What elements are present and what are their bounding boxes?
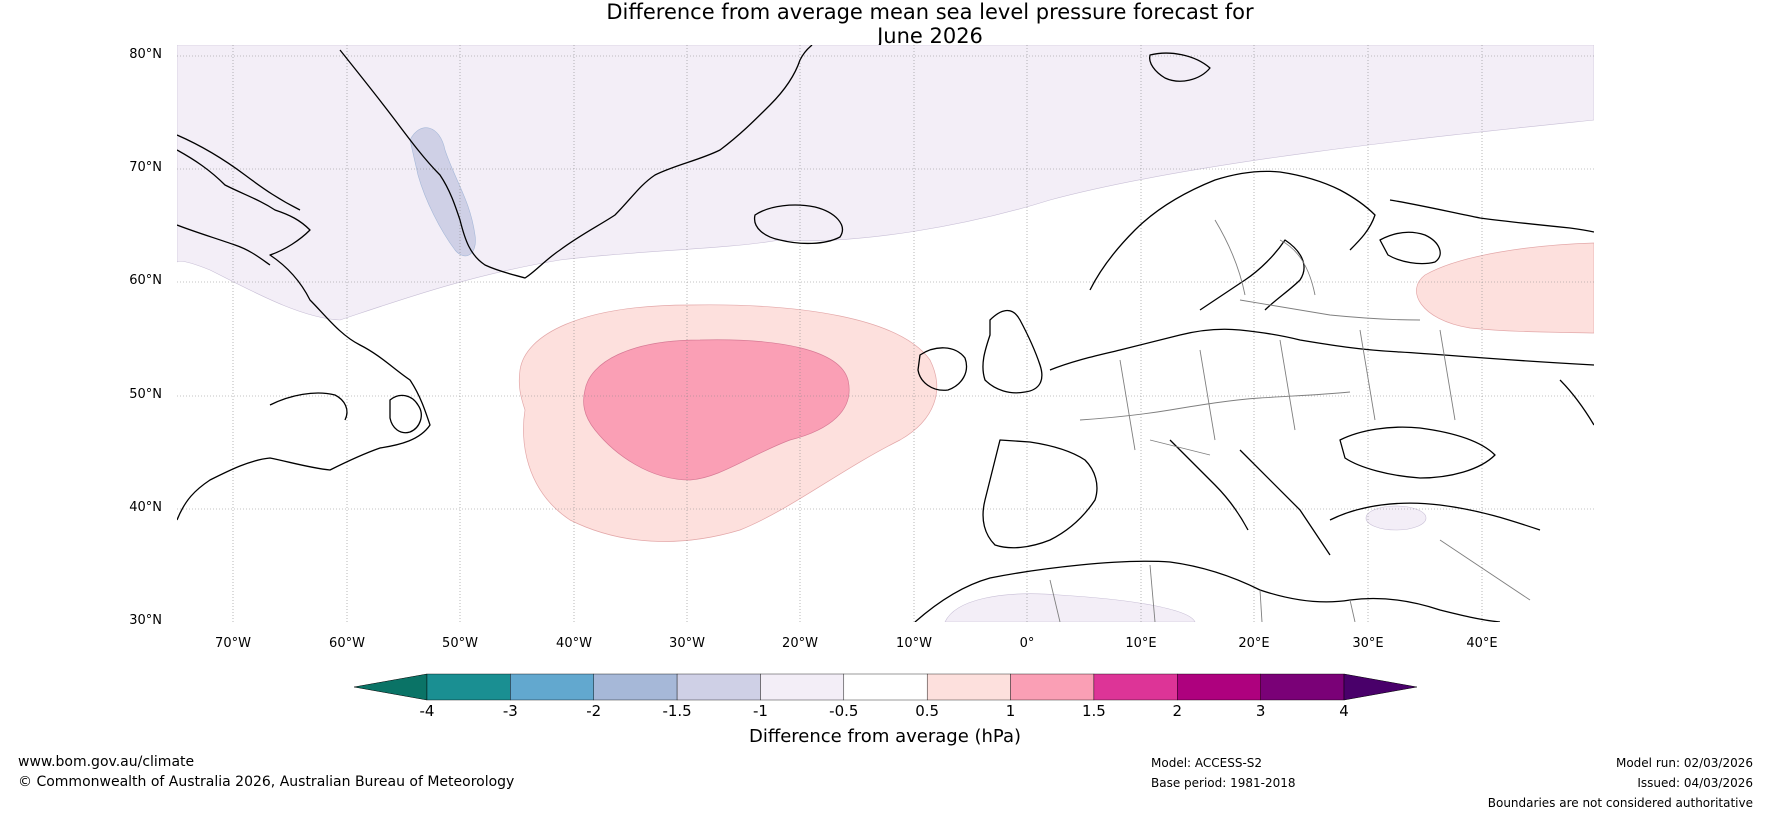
coast-scandinavia — [1089, 170, 1376, 291]
footer-base-period: Base period: 1981-2018 — [1151, 776, 1296, 790]
lat-label-30n: 30°N — [129, 613, 162, 628]
lat-label-60n: 60°N — [129, 273, 162, 288]
colorbar-cell — [1177, 673, 1261, 701]
lon-label-60w: 60°W — [329, 636, 365, 651]
coast-iberia — [982, 439, 1098, 549]
coast-greenland — [339, 45, 813, 279]
coastlines — [177, 45, 1594, 622]
anomaly-layer — [177, 45, 1594, 622]
footer-disclaimer: Boundaries are not considered authoritat… — [1487, 796, 1753, 810]
lon-label-50w: 50°W — [442, 636, 478, 651]
lon-label-20e: 20°E — [1238, 636, 1270, 651]
anomaly-arctic-low — [177, 45, 1594, 321]
coast-italy — [1169, 439, 1249, 531]
colorbar-tick-label: 0.5 — [915, 702, 940, 720]
lon-label-20w: 20°W — [782, 636, 818, 651]
footer-copyright: © Commonwealth of Australia 2026, Austra… — [18, 774, 515, 790]
colorbar-cell — [676, 673, 761, 701]
coast-turkey — [1329, 502, 1541, 531]
coast-iceland — [753, 204, 843, 245]
colorbar-cell — [510, 673, 594, 701]
coast-north-america — [177, 149, 431, 521]
lon-label-10e: 10°E — [1125, 636, 1157, 651]
colorbar-extend-low — [353, 673, 428, 701]
colorbar-cell — [843, 673, 928, 701]
coast-ireland — [917, 347, 968, 391]
colorbar-tick-label: 1.5 — [1081, 702, 1106, 720]
colorbar-extend-high — [1343, 673, 1418, 701]
colorbar-tick-label: -0.5 — [829, 702, 859, 720]
coast-newfoundland — [389, 394, 422, 434]
lon-label-0: 0° — [1019, 636, 1035, 651]
coast-russia-north — [1389, 199, 1594, 233]
coast-great-britain — [982, 309, 1043, 394]
colorbar-tick-label: -3 — [502, 702, 518, 720]
colorbar-tick-label: 2 — [1172, 702, 1183, 720]
coast-balkans-greece — [1239, 449, 1331, 556]
colorbar-tick-label: 1 — [1005, 702, 1016, 720]
lon-label-40w: 40°W — [556, 636, 592, 651]
coast-hudson-strait — [177, 224, 271, 266]
lat-label-40n: 40°N — [129, 500, 162, 515]
title-line-2: June 2026 — [877, 24, 983, 48]
colorbar-cell — [593, 673, 678, 701]
coast-north-africa — [914, 560, 1501, 622]
footer-model-run: Model run: 02/03/2026 — [1615, 756, 1753, 770]
anomaly-russia-high — [1416, 242, 1594, 334]
anomaly-turkey-low — [1365, 505, 1427, 531]
footer-issued: Issued: 04/03/2026 — [1637, 776, 1753, 790]
colorbar — [353, 673, 1418, 701]
colorbar-cell — [760, 673, 845, 701]
lon-label-30e: 30°E — [1352, 636, 1384, 651]
anomaly-north-africa-low — [944, 593, 1196, 622]
footer-website[interactable]: www.bom.gov.au/climate — [18, 754, 195, 770]
colorbar-cell — [1260, 673, 1345, 701]
lon-label-30w: 30°W — [669, 636, 705, 651]
footer-model: Model: ACCESS-S2 — [1151, 756, 1263, 770]
coast-kola-white-sea — [1379, 231, 1441, 265]
coast-baffin-island — [177, 134, 301, 211]
colorbar-cells — [426, 673, 1345, 701]
coast-caspian — [1559, 379, 1594, 426]
colorbar-cell — [926, 673, 1011, 701]
coast-gulf-st-lawrence — [269, 392, 348, 421]
colorbar-cell — [1010, 673, 1095, 701]
graticule — [177, 45, 1594, 622]
coast-svalbard — [1149, 52, 1211, 82]
colorbar-tick-label: -1.5 — [662, 702, 692, 720]
lon-label-40e: 40°E — [1466, 636, 1498, 651]
colorbar-cell — [1093, 673, 1178, 701]
colorbar-tick-label: 3 — [1255, 702, 1266, 720]
lat-label-50n: 50°N — [129, 387, 162, 402]
title-line-1: Difference from average mean sea level p… — [606, 0, 1254, 24]
colorbar-tick-label: -2 — [586, 702, 602, 720]
colorbar-label: Difference from average (hPa) — [748, 726, 1022, 747]
lon-label-10w: 10°W — [896, 636, 932, 651]
colorbar-tick-label: -1 — [752, 702, 768, 720]
colorbar-tick-label: 4 — [1339, 702, 1349, 720]
country-borders — [1049, 219, 1531, 622]
anomaly-atlantic-high-inner — [583, 339, 850, 481]
lat-label-80n: 80°N — [129, 47, 162, 62]
colorbar-cell — [426, 673, 511, 701]
coast-western-europe — [1049, 328, 1594, 371]
lon-label-70w: 70°W — [215, 636, 251, 651]
lat-label-70n: 70°N — [129, 160, 162, 175]
colorbar-tick-label: -4 — [419, 702, 435, 720]
chart-title: Difference from average mean sea level p… — [0, 0, 1770, 48]
coast-black-sea — [1339, 426, 1496, 479]
coast-baltic — [1199, 239, 1305, 311]
